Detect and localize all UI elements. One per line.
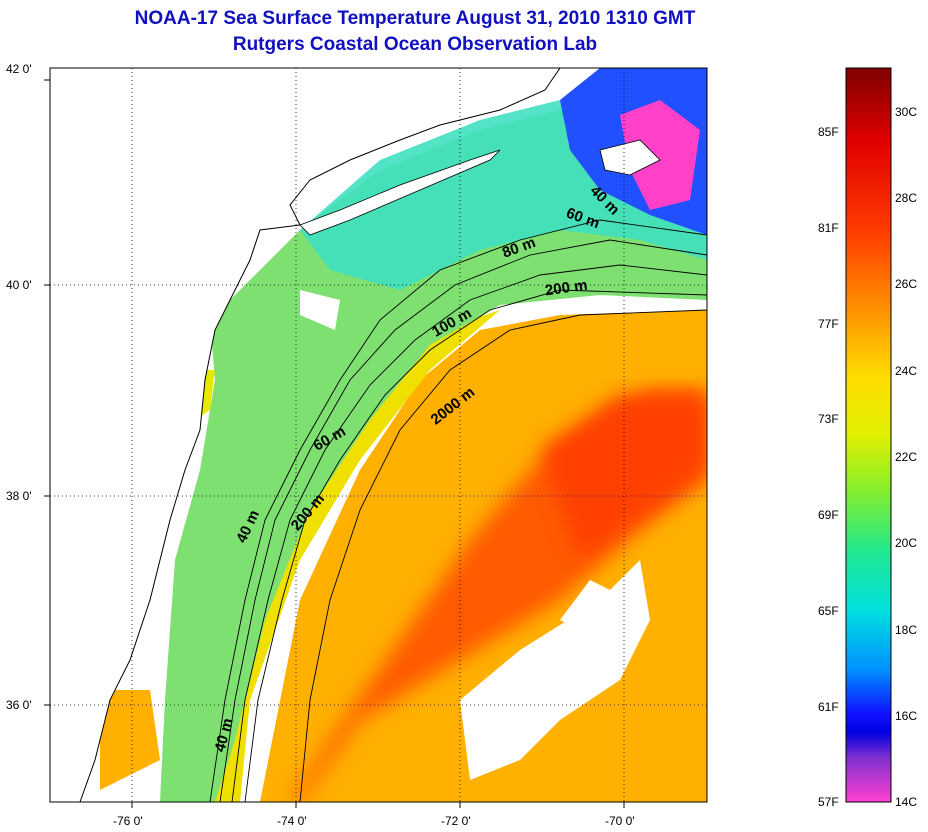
colorbar-f-label: 61F	[818, 700, 839, 714]
lon-tick-label: -76 0'	[113, 814, 143, 828]
map-title: NOAA-17 Sea Surface Temperature August 3…	[134, 8, 696, 29]
lat-tick-label: 40 0'	[6, 278, 32, 292]
lat-tick-label: 36 0'	[6, 698, 32, 712]
colorbar	[845, 67, 892, 803]
lon-tick-label: -70 0'	[605, 814, 635, 828]
lat-tick-label: 38 0'	[6, 489, 32, 503]
colorbar-f-label: 65F	[818, 604, 839, 618]
lon-tick-label: -72 0'	[441, 814, 471, 828]
colorbar-c-label: 30C	[895, 105, 918, 119]
sst-color-regions	[100, 68, 707, 802]
contour-label: 200 m	[544, 277, 588, 300]
colorbar-c-label: 14C	[895, 795, 918, 809]
colorbar-c-label: 22C	[895, 450, 918, 464]
lat-tick-label: 42 0'	[6, 62, 32, 76]
colorbar-c-label: 24C	[895, 364, 918, 378]
sst-field	[50, 68, 707, 802]
depth-contours	[209, 219, 707, 802]
map-frame	[49, 67, 708, 803]
land	[50, 68, 661, 802]
lon-tick-label: -74 0'	[277, 814, 307, 828]
colorbar-c-label: 20C	[895, 536, 918, 550]
colorbar-c-label: 28C	[895, 191, 918, 205]
colorbar-f-label: 81F	[818, 221, 839, 235]
map-grid	[50, 68, 707, 802]
colorbar-c-label: 18C	[895, 623, 918, 637]
colorbar-f-label: 85F	[818, 125, 839, 139]
colorbar-f-label: 77F	[818, 317, 839, 331]
colorbar-f-label: 57F	[818, 795, 839, 809]
colorbar-c-label: 16C	[895, 709, 918, 723]
colorbar-c-label: 26C	[895, 277, 918, 291]
axis-ticks	[44, 79, 625, 808]
colorbar-f-label: 69F	[818, 508, 839, 522]
colorbar-f-label: 73F	[818, 412, 839, 426]
map-subtitle: Rutgers Coastal Ocean Observation Lab	[232, 34, 598, 55]
